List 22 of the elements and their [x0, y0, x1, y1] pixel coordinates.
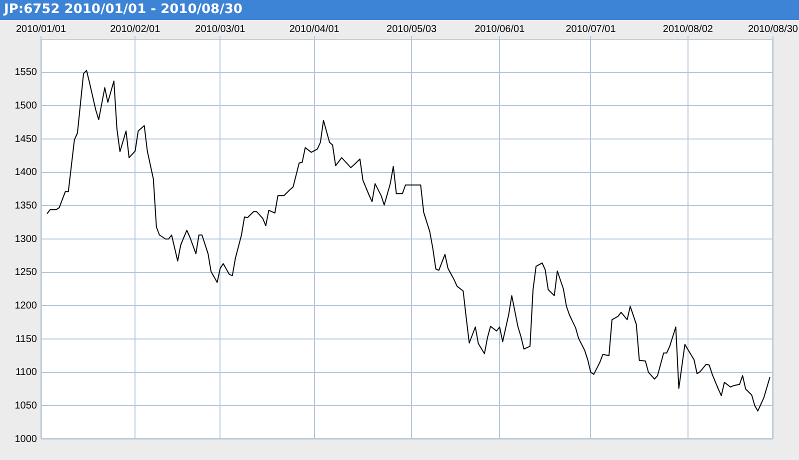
chart-title: JP:6752 2010/01/01 - 2010/08/30 — [0, 0, 799, 20]
x-tick-label: 2010/01/01 — [16, 24, 66, 35]
x-tick-label: 2010/05/03 — [386, 24, 437, 35]
y-tick-label: 1000 — [14, 434, 38, 445]
y-tick-label: 1550 — [14, 67, 38, 78]
y-tick-label: 1200 — [14, 300, 38, 312]
x-tick-label: 2010/08/02 — [662, 24, 714, 35]
y-tick-label: 1500 — [14, 100, 38, 112]
x-tick-label: 2010/08/30 — [748, 24, 798, 35]
x-tick-label: 2010/02/01 — [110, 24, 161, 35]
x-tick-label: 2010/06/01 — [474, 24, 526, 35]
y-tick-label: 1150 — [15, 334, 38, 345]
y-tick-label: 1450 — [14, 134, 38, 145]
x-tick-label: 2010/03/01 — [195, 24, 246, 35]
y-tick-label: 1400 — [14, 167, 38, 178]
y-tick-label: 1250 — [14, 267, 38, 278]
y-tick-label: 1100 — [15, 367, 38, 378]
x-tick-label: 2010/04/01 — [289, 24, 340, 35]
y-tick-label: 1350 — [14, 200, 38, 212]
y-tick-label: 1050 — [14, 400, 38, 412]
y-tick-label: 1300 — [14, 234, 38, 245]
x-tick-label: 2010/07/01 — [566, 24, 616, 35]
